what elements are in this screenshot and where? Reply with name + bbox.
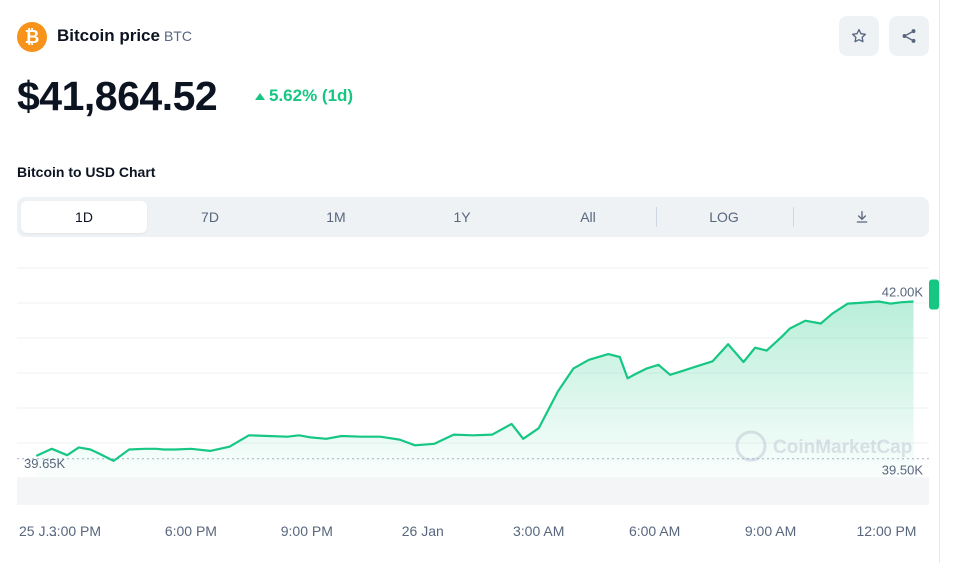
tab-1y[interactable]: 1Y <box>453 209 471 225</box>
up-arrow-icon <box>255 92 265 100</box>
x-tick-label: 12:00 PM <box>857 523 917 539</box>
current-price: $41,864.52 <box>17 73 218 119</box>
tab-7d[interactable]: 7D <box>201 209 219 225</box>
download-icon <box>856 211 868 223</box>
x-tick-label: 26 Jan <box>402 523 444 539</box>
price-chart-svg: CoinMarketCap 39.65K 42.00K 39.50K 25 J.… <box>17 267 939 539</box>
x-tick-label: 25 J... <box>19 523 57 539</box>
current-price-tag <box>929 279 939 310</box>
price-change: 5.62% (1d) <box>255 86 353 106</box>
y-high-label: 42.00K <box>882 284 924 299</box>
price-chart: CoinMarketCap 39.65K 42.00K 39.50K 25 J.… <box>0 260 957 563</box>
tab-divider <box>793 207 794 227</box>
coin-title: Bitcoin price BTC <box>57 26 192 46</box>
coin-name: Bitcoin price <box>57 26 160 45</box>
x-tick-label: 6:00 PM <box>165 523 217 539</box>
volume-band <box>17 478 929 505</box>
download-button[interactable] <box>799 201 925 233</box>
x-tick-label: 3:00 PM <box>49 523 101 539</box>
tab-1d[interactable]: 1D <box>21 201 147 233</box>
x-tick-label: 3:00 AM <box>513 523 564 539</box>
y-low-label: 39.50K <box>882 462 924 477</box>
x-tick-label: 9:00 PM <box>281 523 333 539</box>
star-icon <box>851 28 867 43</box>
tab-1m[interactable]: 1M <box>326 209 346 225</box>
watchlist-button[interactable] <box>839 16 879 56</box>
coinmarketcap-watermark: CoinMarketCap <box>735 430 912 462</box>
bitcoin-logo: ₿ <box>17 22 47 52</box>
price-change-value: 5.62% (1d) <box>269 86 354 105</box>
panel-edge <box>939 0 940 563</box>
tab-log[interactable]: LOG <box>709 209 739 225</box>
x-axis: 25 J...3:00 PM 6:00 PM 9:00 PM 26 Jan 3:00 A… <box>19 523 916 539</box>
x-tick-label: 9:00 AM <box>745 523 796 539</box>
coinmarketcap-logo-icon <box>735 430 767 462</box>
share-button[interactable] <box>889 16 929 56</box>
price-area <box>36 301 914 478</box>
tab-divider <box>656 207 657 227</box>
timeframe-tabs: 1D 7D 1M 1Y All LOG <box>17 197 929 237</box>
share-icon <box>902 29 916 43</box>
tab-all[interactable]: All <box>580 209 596 225</box>
price-line <box>35 300 914 462</box>
watermark-text: CoinMarketCap <box>773 437 912 458</box>
chart-title: Bitcoin to USD Chart <box>17 164 156 180</box>
x-tick-label: 6:00 AM <box>629 523 680 539</box>
coin-symbol: BTC <box>163 28 192 44</box>
open-price-label: 39.65K <box>24 456 66 471</box>
